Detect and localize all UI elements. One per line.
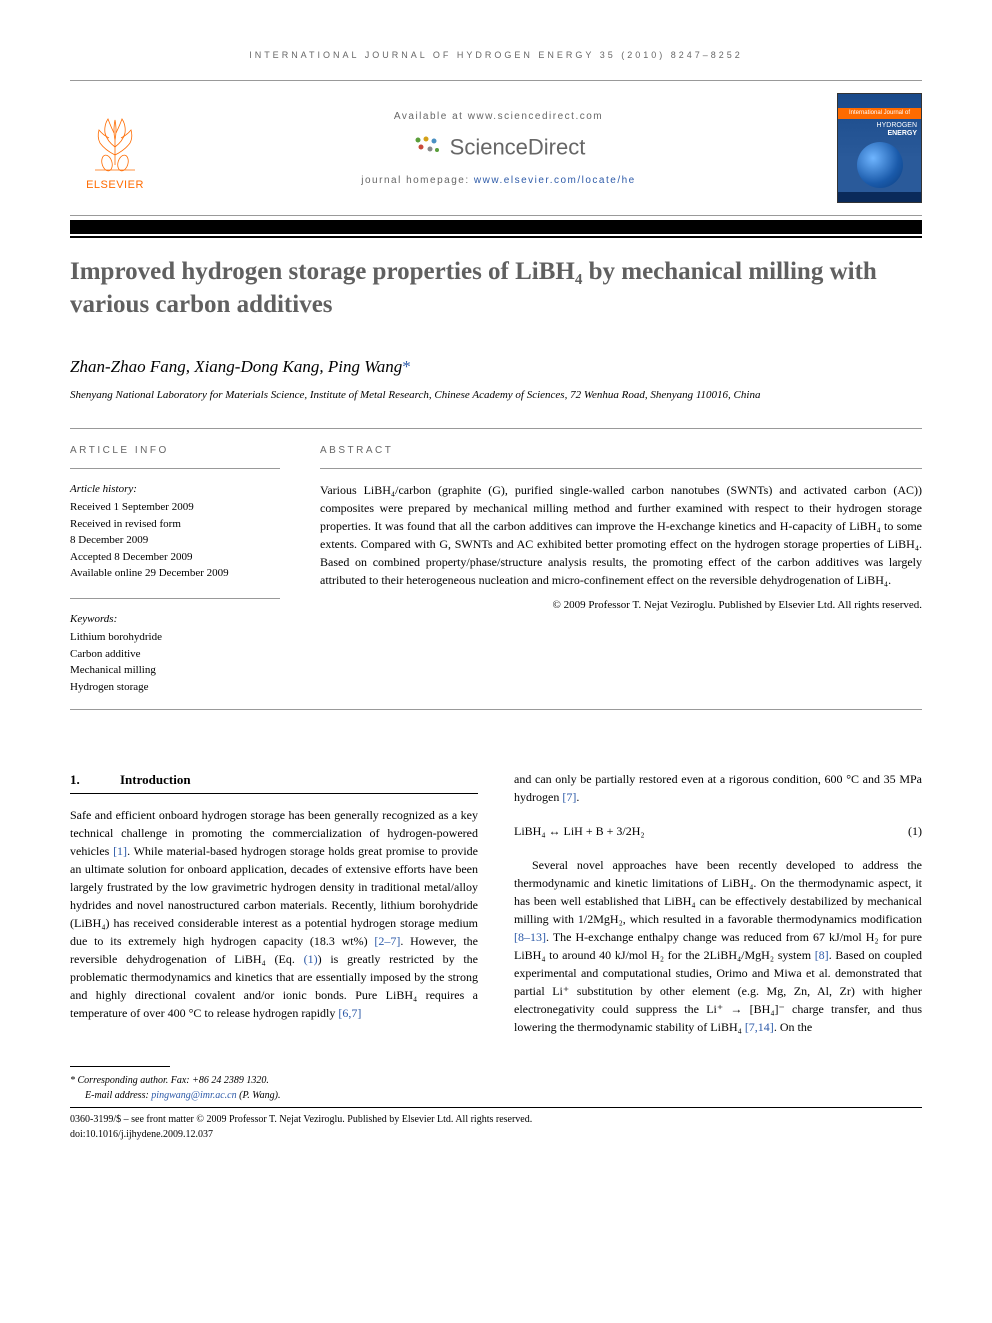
cover-title-2: ENERGY <box>877 130 917 138</box>
email-label: E-mail address: <box>85 1090 151 1101</box>
keyword-item: Carbon additive <box>70 646 280 663</box>
equation: LiBH₄ ↔ LiH + B + 3/2H₂ (1) <box>514 822 922 840</box>
journal-reference: INTERNATIONAL JOURNAL OF HYDROGEN ENERGY… <box>70 50 922 60</box>
footnote-block: * Corresponding author. Fax: +86 24 2389… <box>70 1073 922 1142</box>
issn-copyright: 0360-3199/$ – see front matter © 2009 Pr… <box>70 1107 922 1142</box>
footnote-separator <box>70 1066 170 1067</box>
body-paragraph: Several novel approaches have been recen… <box>514 856 922 1036</box>
title-bar-thick <box>70 220 922 234</box>
section-title: Introduction <box>120 772 191 787</box>
history-title: Article history: <box>70 481 280 498</box>
journal-cover[interactable]: International Journal of HYDROGEN ENERGY <box>837 93 922 203</box>
article-header: ELSEVIER Available at www.sciencedirect.… <box>70 80 922 216</box>
cover-title-1: HYDROGEN <box>877 122 917 130</box>
info-abstract-row: ARTICLE INFO Article history: Received 1… <box>70 428 922 711</box>
affiliation: Shenyang National Laboratory for Materia… <box>70 387 922 404</box>
history-item: 8 December 2009 <box>70 532 280 549</box>
body-paragraph: Safe and efficient onboard hydrogen stor… <box>70 806 478 1022</box>
journal-homepage: journal homepage: www.elsevier.com/locat… <box>160 175 837 186</box>
equation-ref[interactable]: (1) <box>304 952 318 966</box>
sciencedirect-text: ScienceDirect <box>450 134 586 159</box>
section-number: 1. <box>70 770 120 790</box>
sciencedirect-dots-icon <box>412 134 442 161</box>
keyword-item: Hydrogen storage <box>70 679 280 696</box>
cover-title: HYDROGEN ENERGY <box>877 122 917 139</box>
title-bar-thin <box>70 236 922 238</box>
article-info-column: ARTICLE INFO Article history: Received 1… <box>70 429 280 710</box>
elsevier-logo[interactable]: ELSEVIER <box>70 105 160 191</box>
abstract-text: Various LiBH₄/carbon (graphite (G), puri… <box>320 481 922 589</box>
section-heading: 1.Introduction <box>70 770 478 794</box>
elsevier-text: ELSEVIER <box>70 179 160 191</box>
citation-link[interactable]: [8] <box>815 948 829 962</box>
cover-band: International Journal of <box>838 108 921 119</box>
citation-link[interactable]: [7] <box>562 790 576 804</box>
doi-text: doi:10.1016/j.ijhydene.2009.12.037 <box>70 1127 922 1142</box>
article-title: Improved hydrogen storage properties of … <box>70 256 922 321</box>
citation-link[interactable]: [8–13] <box>514 930 546 944</box>
equation-formula: LiBH₄ ↔ LiH + B + 3/2H₂ <box>514 822 645 840</box>
citation-link[interactable]: [1] <box>113 844 127 858</box>
sciencedirect-logo[interactable]: ScienceDirect <box>160 134 837 161</box>
body-text: . On the <box>774 1020 812 1034</box>
author-names: Zhan-Zhao Fang, Xiang-Dong Kang, Ping Wa… <box>70 357 402 376</box>
header-center: Available at www.sciencedirect.com Scien… <box>160 111 837 186</box>
citation-link[interactable]: [6,7] <box>338 1006 361 1020</box>
email-author-name: (P. Wang). <box>237 1090 281 1101</box>
citation-link[interactable]: [2–7] <box>374 934 400 948</box>
body-text: . While material-based hydrogen storage … <box>70 844 478 948</box>
history-item: Received in revised form <box>70 516 280 533</box>
elsevier-tree-icon <box>85 105 145 175</box>
cover-footer <box>838 192 921 202</box>
history-item: Accepted 8 December 2009 <box>70 549 280 566</box>
body-text: Several novel approaches have been recen… <box>514 858 922 926</box>
email-line: E-mail address: pingwang@imr.ac.cn (P. W… <box>70 1088 922 1103</box>
body-columns: 1.Introduction Safe and efficient onboar… <box>70 770 922 1036</box>
corresponding-mark: * <box>402 357 411 376</box>
citation-link[interactable]: [7,14] <box>745 1020 774 1034</box>
keyword-item: Lithium borohydride <box>70 629 280 646</box>
issn-text: 0360-3199/$ – see front matter © 2009 Pr… <box>70 1112 922 1127</box>
body-column-left: 1.Introduction Safe and efficient onboar… <box>70 770 478 1036</box>
equation-number: (1) <box>908 822 922 840</box>
body-paragraph: and can only be partially restored even … <box>514 770 922 806</box>
body-text: . <box>576 790 579 804</box>
homepage-link[interactable]: www.elsevier.com/locate/he <box>474 175 636 186</box>
history-item: Available online 29 December 2009 <box>70 565 280 582</box>
history-item: Received 1 September 2009 <box>70 499 280 516</box>
keywords-title: Keywords: <box>70 611 280 628</box>
abstract-copyright: © 2009 Professor T. Nejat Veziroglu. Pub… <box>320 597 922 614</box>
keywords-block: Keywords: Lithium borohydride Carbon add… <box>70 598 280 696</box>
authors: Zhan-Zhao Fang, Xiang-Dong Kang, Ping Wa… <box>70 357 922 377</box>
email-link[interactable]: pingwang@imr.ac.cn <box>151 1090 236 1101</box>
homepage-label: journal homepage: <box>361 175 474 186</box>
available-at-text: Available at www.sciencedirect.com <box>160 111 837 122</box>
article-history: Article history: Received 1 September 20… <box>70 481 280 582</box>
keyword-item: Mechanical milling <box>70 662 280 679</box>
cover-globe-icon <box>857 142 903 188</box>
article-info-header: ARTICLE INFO <box>70 443 280 469</box>
abstract-header: ABSTRACT <box>320 443 922 469</box>
abstract-column: ABSTRACT Various LiBH₄/carbon (graphite … <box>320 429 922 710</box>
body-column-right: and can only be partially restored even … <box>514 770 922 1036</box>
corresponding-author: * Corresponding author. Fax: +86 24 2389… <box>70 1073 922 1088</box>
